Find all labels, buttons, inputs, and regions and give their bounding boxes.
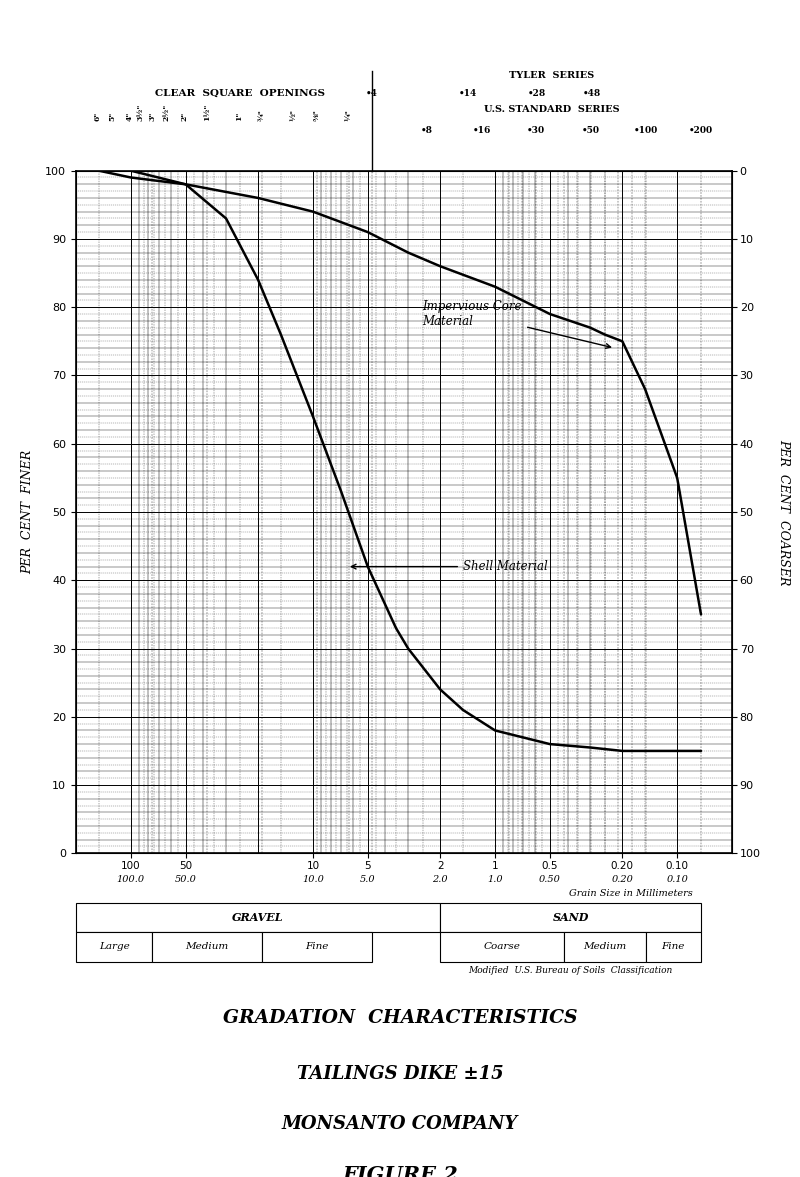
Text: TAILINGS DIKE ±15: TAILINGS DIKE ±15 (297, 1065, 503, 1083)
Text: 1½": 1½" (203, 104, 211, 121)
Text: Impervious Core
Material: Impervious Core Material (422, 300, 610, 348)
Text: •30: •30 (527, 126, 545, 135)
Text: 1.0: 1.0 (487, 875, 503, 884)
Text: 0.50: 0.50 (539, 875, 561, 884)
Text: ¼": ¼" (345, 109, 353, 121)
Text: U.S. STANDARD  SERIES: U.S. STANDARD SERIES (484, 105, 620, 114)
Text: 0.10: 0.10 (666, 875, 688, 884)
Text: Medium: Medium (186, 943, 229, 951)
Text: 50.0: 50.0 (174, 875, 197, 884)
Text: Grain Size in Millimeters: Grain Size in Millimeters (569, 889, 693, 898)
Text: •28: •28 (528, 88, 546, 98)
Text: 4": 4" (126, 112, 134, 121)
Text: ¾": ¾" (258, 109, 266, 121)
Text: ½": ½" (290, 109, 298, 121)
Text: •200: •200 (689, 126, 713, 135)
Text: 10.0: 10.0 (302, 875, 324, 884)
Text: 6": 6" (94, 112, 102, 121)
Text: MONSANTO COMPANY: MONSANTO COMPANY (282, 1115, 518, 1132)
Text: GRADATION  CHARACTERISTICS: GRADATION CHARACTERISTICS (222, 1009, 578, 1026)
Text: Shell Material: Shell Material (351, 560, 548, 573)
Text: 2": 2" (180, 112, 188, 121)
Text: Fine: Fine (305, 943, 328, 951)
Text: 100.0: 100.0 (117, 875, 145, 884)
Text: 5.0: 5.0 (360, 875, 375, 884)
Text: Coarse: Coarse (483, 943, 520, 951)
Text: Medium: Medium (583, 943, 626, 951)
Text: •16: •16 (473, 126, 491, 135)
Text: PER  CENT  COARSER: PER CENT COARSER (778, 439, 790, 585)
Text: 2.0: 2.0 (433, 875, 448, 884)
Text: 3½": 3½" (136, 104, 144, 121)
Text: •50: •50 (582, 126, 600, 135)
Text: 1": 1" (235, 112, 243, 121)
Text: •8: •8 (421, 126, 433, 135)
Text: GRAVEL: GRAVEL (232, 912, 284, 923)
Text: •4: •4 (366, 88, 378, 98)
Text: 5": 5" (108, 112, 116, 121)
Text: Large: Large (98, 943, 130, 951)
Text: CLEAR  SQUARE  OPENINGS: CLEAR SQUARE OPENINGS (155, 88, 326, 98)
Text: ⅜": ⅜" (313, 109, 321, 121)
Text: PER  CENT  FINER: PER CENT FINER (22, 450, 34, 574)
Text: 0.20: 0.20 (611, 875, 634, 884)
Text: SAND: SAND (553, 912, 589, 923)
Text: •100: •100 (634, 126, 658, 135)
Text: 2½": 2½" (162, 104, 170, 121)
Text: Fine: Fine (662, 943, 685, 951)
Text: •14: •14 (458, 88, 477, 98)
Text: •48: •48 (582, 88, 601, 98)
Text: 3": 3" (148, 112, 156, 121)
Text: Modified  U.S. Bureau of Soils  Classification: Modified U.S. Bureau of Soils Classifica… (469, 966, 673, 976)
Text: FIGURE 2: FIGURE 2 (342, 1165, 458, 1177)
Text: TYLER  SERIES: TYLER SERIES (510, 71, 594, 80)
